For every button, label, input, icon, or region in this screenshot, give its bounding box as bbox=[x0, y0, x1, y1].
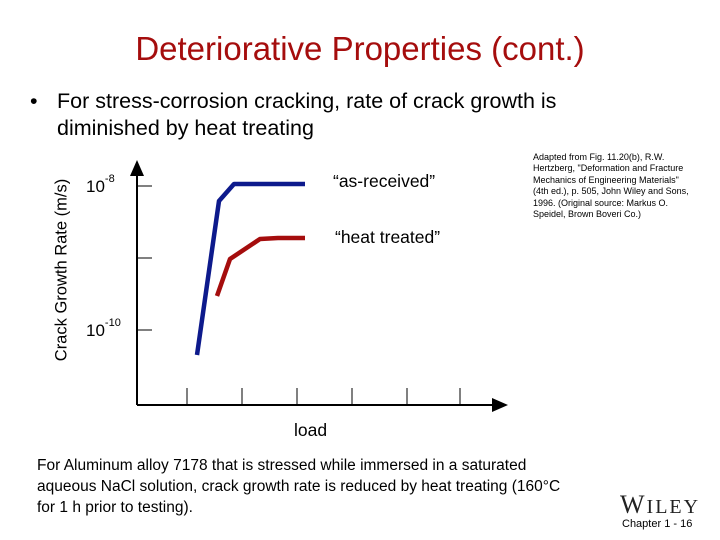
series-line-as-received bbox=[194, 181, 305, 356]
y-tick-label-1e-10: 10-10 bbox=[86, 317, 121, 341]
figure-credit: Adapted from Fig. 11.20(b), R.W. Hertzbe… bbox=[533, 152, 689, 220]
bullet-text: For stress-corrosion cracking, rate of c… bbox=[57, 89, 557, 140]
series-label-as-received: “as-received” bbox=[333, 171, 436, 191]
x-axis-arrowhead bbox=[492, 398, 508, 412]
slide-number: Chapter 1 - 16 bbox=[622, 518, 693, 530]
x-axis-label: load bbox=[294, 420, 328, 440]
bullet-symbol: • bbox=[30, 89, 38, 113]
y-tick-label-1e-8: 10-8 bbox=[86, 173, 115, 197]
wiley-logo: WILEY bbox=[620, 490, 701, 519]
figure-caption: For Aluminum alloy 7178 that is stressed… bbox=[37, 457, 561, 516]
series-label-heat-treated: “heat treated” bbox=[335, 227, 441, 247]
y-axis-arrowhead bbox=[130, 160, 144, 176]
slide-title: Deteriorative Properties (cont.) bbox=[135, 30, 585, 67]
series-line-heat-treated bbox=[214, 235, 305, 297]
